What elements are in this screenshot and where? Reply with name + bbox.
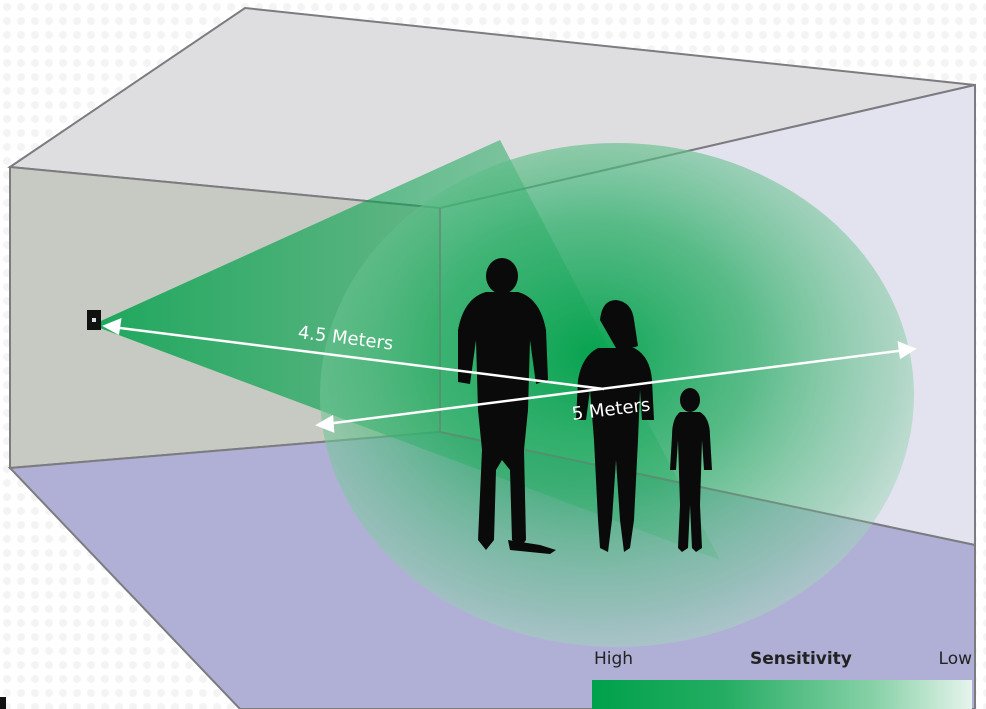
sensitivity-gradient-bar — [592, 680, 972, 709]
sensor-device-icon — [87, 310, 101, 330]
legend-low-label: Low — [938, 649, 972, 669]
child-silhouette — [670, 388, 712, 552]
legend-title: Sensitivity — [750, 649, 852, 669]
corner-mark — [0, 697, 6, 709]
width-arrow — [315, 341, 917, 433]
legend-high-label: High — [594, 649, 634, 669]
range-arrow — [102, 318, 605, 391]
sensitivity-legend: High Sensitivity Low — [592, 648, 972, 709]
man-silhouette — [458, 258, 556, 554]
woman-silhouette — [576, 300, 654, 552]
room-edges — [439, 208, 976, 546]
